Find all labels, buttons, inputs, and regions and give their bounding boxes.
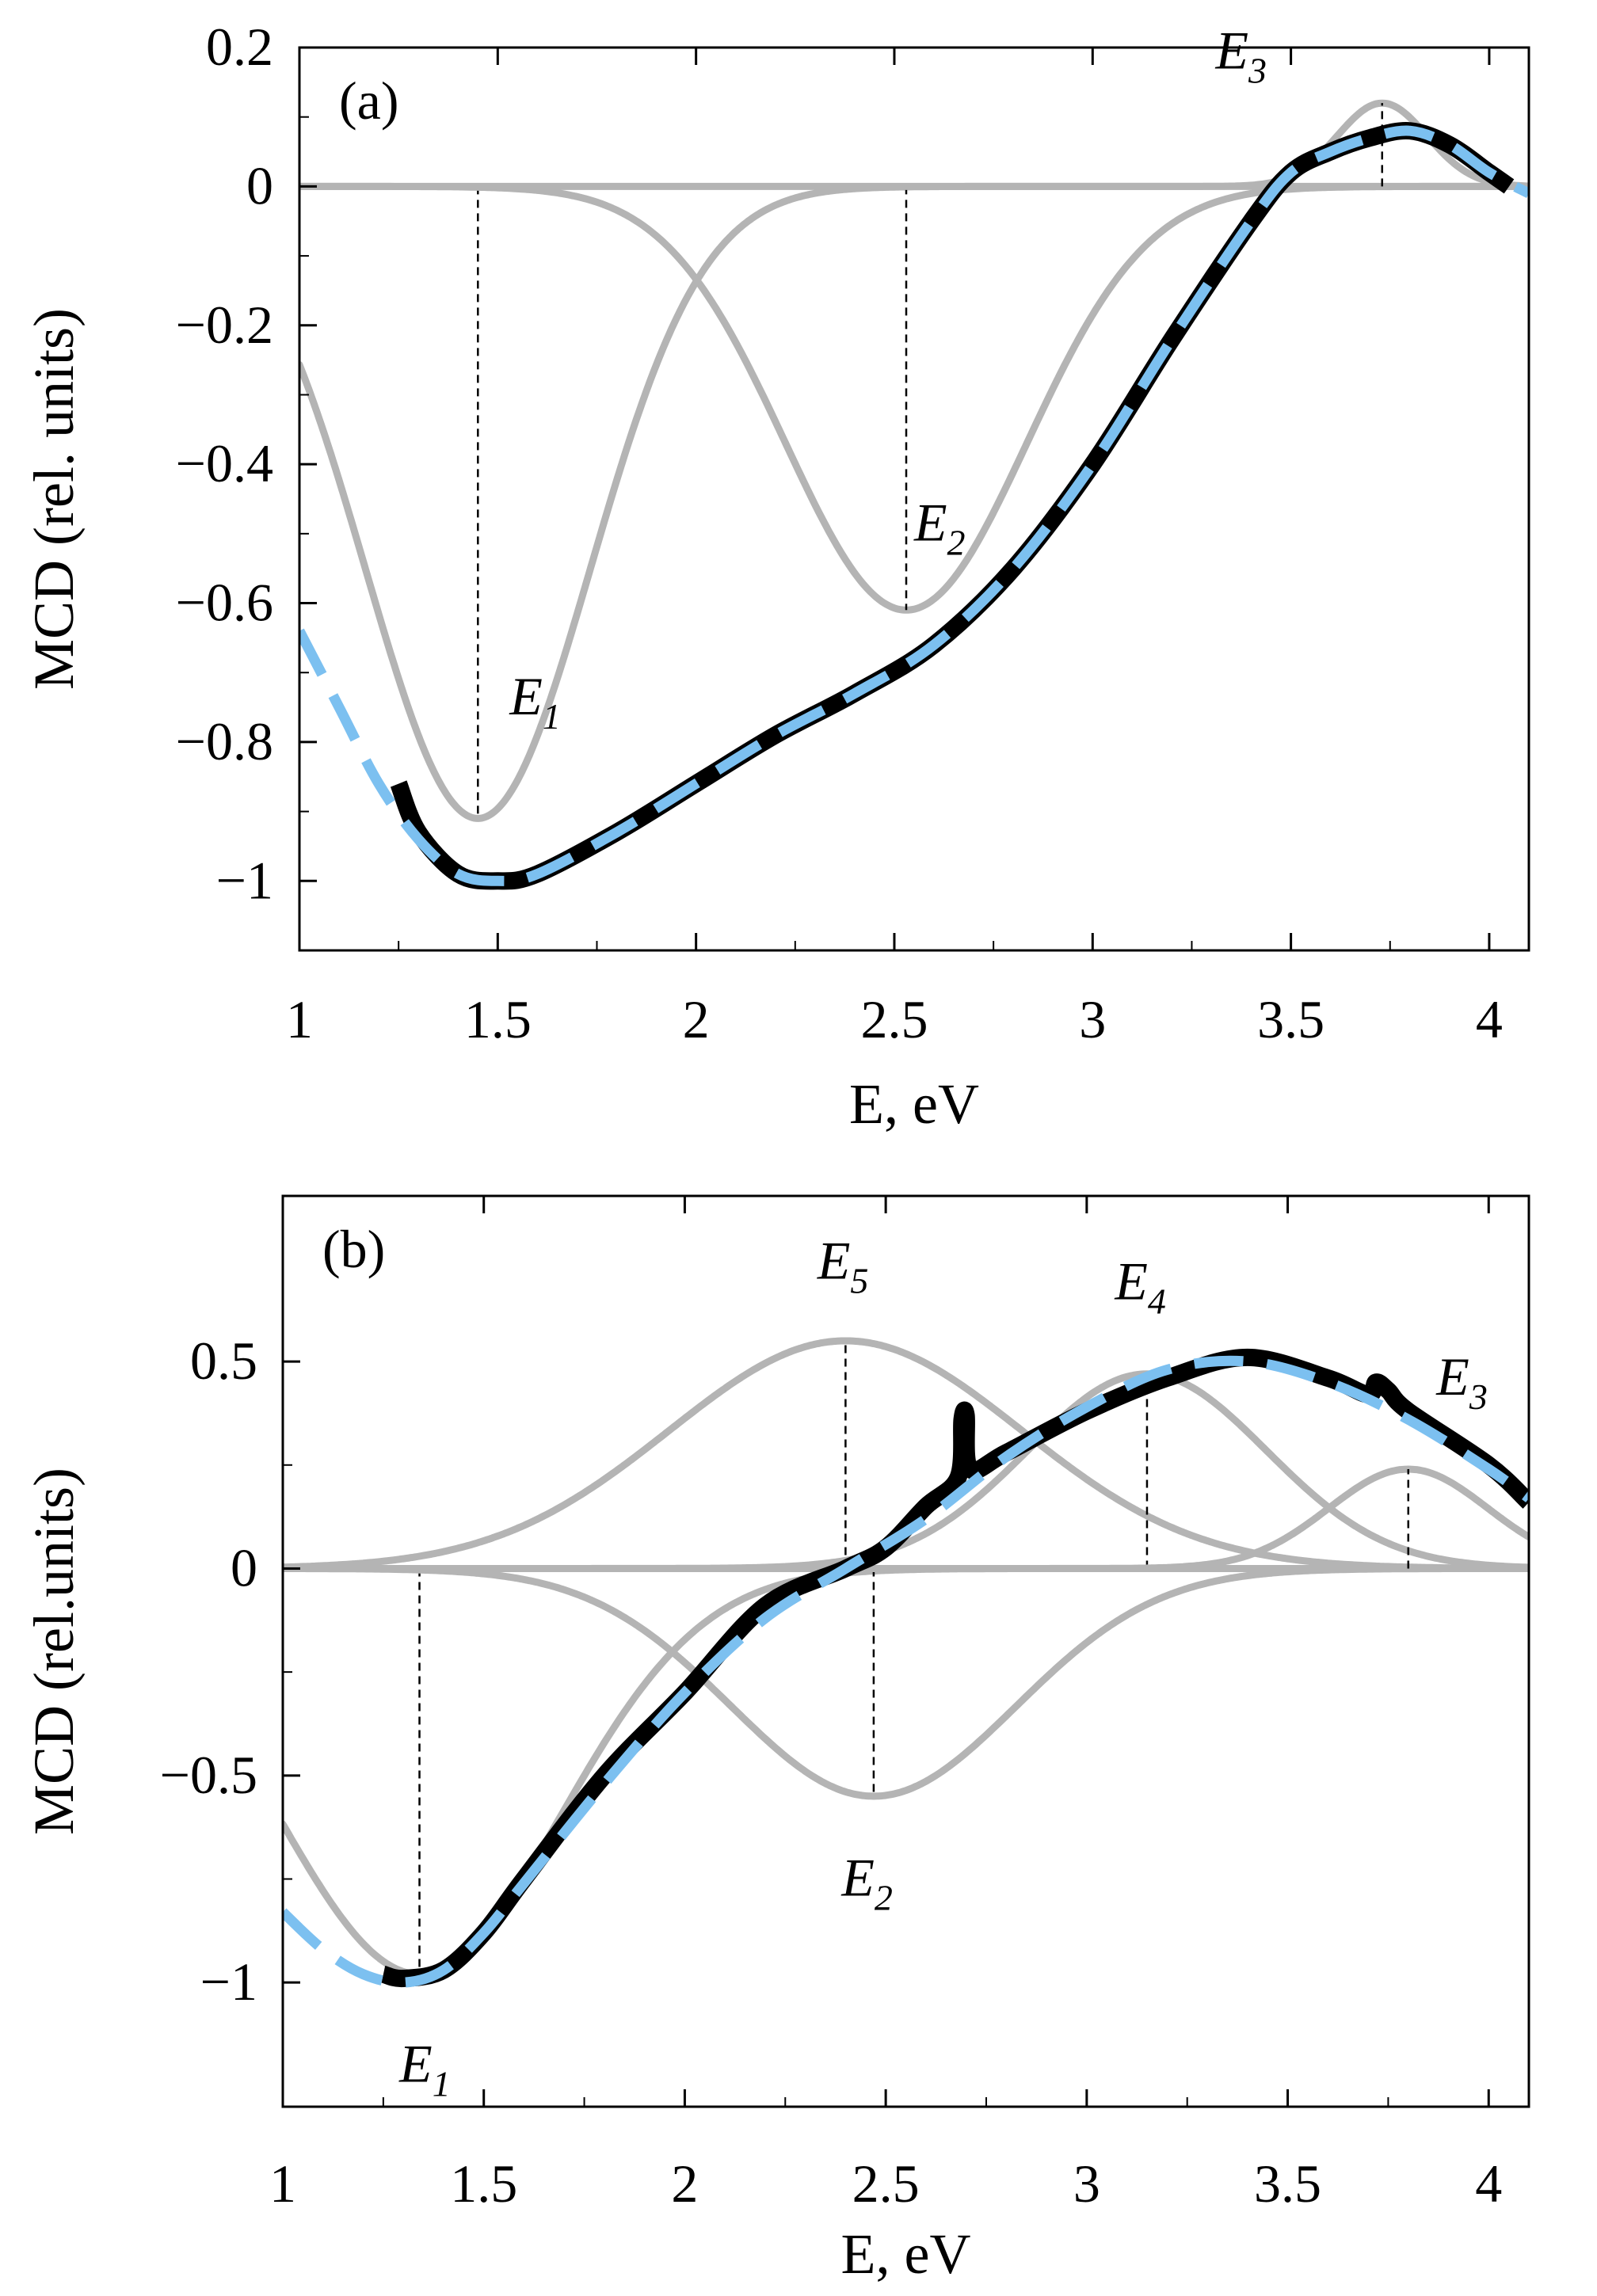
panel-b-peak-label-e5: E5 bbox=[817, 1231, 869, 1301]
panel-b-ytick-label: −0.5 bbox=[160, 1745, 257, 1805]
panel-a-peak-label-main: E bbox=[913, 493, 947, 553]
panel-b-peak-label-main: E bbox=[840, 1847, 875, 1907]
panel-b-peak-label-sub: 2 bbox=[875, 1877, 893, 1917]
panel-b-peak-label-e2: E2 bbox=[840, 1847, 893, 1917]
panel-b-peak-label-sub: 1 bbox=[433, 2064, 451, 2104]
panel-b-xtick-label: 1.5 bbox=[450, 2153, 517, 2214]
panel-b-ytick-label: 0.5 bbox=[190, 1331, 257, 1391]
panel-b-series-fit bbox=[283, 1355, 1529, 1988]
panel-a-xtick-label: 1 bbox=[286, 989, 313, 1049]
panel-b-component-e1 bbox=[283, 1564, 1529, 1978]
panel-a-ytick-label: −0.6 bbox=[176, 573, 273, 633]
panel-a-ytick-label: −0.2 bbox=[176, 295, 273, 355]
panel-b-ytick-label: −1 bbox=[200, 1951, 257, 2012]
panel-a-xtick-label: 4 bbox=[1476, 989, 1503, 1049]
panel-b-series-experiment bbox=[380, 1348, 1529, 1988]
panel-a-peak-label-sub: 3 bbox=[1248, 50, 1267, 90]
panel-b-xtick-label: 3.5 bbox=[1254, 2153, 1321, 2214]
panel-a-ytick-label: −0.8 bbox=[176, 711, 273, 771]
panel-a-label: (a) bbox=[339, 70, 398, 131]
panel-b-component-e2 bbox=[283, 1564, 1529, 1800]
panel-b-peak-label-e4: E4 bbox=[1114, 1251, 1166, 1322]
panel-a-peak-label-main: E bbox=[1214, 20, 1248, 80]
panel-b-xtick-label: 1 bbox=[269, 2153, 296, 2214]
panel-a-peak-label-e1: E1 bbox=[509, 666, 561, 737]
panel-a-peak-label-e2: E2 bbox=[913, 493, 966, 563]
panel-b-xtick-label: 3 bbox=[1073, 2153, 1100, 2214]
panel-a-x-axis-title: E, eV bbox=[849, 1072, 979, 1136]
panel-b-xtick-label: 4 bbox=[1475, 2153, 1502, 2214]
panel-a-xtick-label: 3 bbox=[1079, 989, 1106, 1049]
panel-a-ytick-label: 0 bbox=[246, 155, 273, 215]
panel-a-series-fit bbox=[299, 125, 1529, 886]
panel-b: 1 1.5 2 2.5 3 3.5 4 0.5 0 −0.5 −1 E, eV MCD (rel.uni… bbox=[22, 1194, 1530, 2286]
panel-b-plot-area bbox=[283, 1337, 1529, 1988]
panel-b-peak-label-main: E bbox=[1435, 1346, 1469, 1407]
panel-b-peak-label-sub: 5 bbox=[850, 1261, 868, 1301]
panel-a-peak-label-e3: E3 bbox=[1214, 20, 1267, 90]
panel-b-label: (b) bbox=[322, 1219, 385, 1279]
panel-b-x-axis-title: E, eV bbox=[841, 2222, 971, 2286]
panel-b-peak-label-main: E bbox=[398, 2034, 433, 2094]
panel-a-y-axis-title: MCD (rel. units) bbox=[22, 308, 86, 690]
panel-b-ytick-label: 0 bbox=[231, 1537, 257, 1597]
panel-a-plot-area bbox=[299, 99, 1529, 890]
panel-a-ytick-label: 0.2 bbox=[206, 17, 273, 77]
panel-b-axes-frame bbox=[281, 1194, 1530, 2108]
panel-b-component-e3 bbox=[283, 1465, 1529, 1572]
panel-b-peak-label-e1: E1 bbox=[398, 2034, 451, 2104]
panel-b-component-e5 bbox=[283, 1337, 1529, 1572]
panel-a-xtick-label: 2 bbox=[683, 989, 710, 1049]
panel-a-peak-label-sub: 2 bbox=[947, 523, 966, 563]
panel-a-ytick-label: −0.4 bbox=[176, 433, 273, 493]
panel-a-xtick-label: 2.5 bbox=[860, 989, 928, 1049]
panel-a-xtick-label: 3.5 bbox=[1257, 989, 1324, 1049]
panel-b-peak-label-main: E bbox=[817, 1231, 851, 1291]
panel-b-peak-label-sub: 3 bbox=[1469, 1376, 1488, 1417]
panel-b-peak-label-e3: E3 bbox=[1435, 1346, 1488, 1417]
panel-b-y-axis-title: MCD (rel.units) bbox=[22, 1468, 86, 1835]
panel-b-xtick-label: 2.5 bbox=[852, 2153, 920, 2214]
panel-a: 1 1.5 2 2.5 3 3.5 4 0.2 0 −0.2 −0.4 −0.6 −0.8 −1 E, eV… bbox=[22, 17, 1530, 1136]
panel-a-axes-frame bbox=[298, 46, 1530, 952]
panel-a-xtick-label: 1.5 bbox=[464, 989, 532, 1049]
panel-a-peak-label-main: E bbox=[509, 666, 543, 726]
panel-a-peak-label-sub: 1 bbox=[543, 696, 561, 737]
panel-a-series-experiment bbox=[390, 122, 1515, 890]
panel-b-xtick-label: 2 bbox=[671, 2153, 698, 2214]
panel-a-ytick-label: −1 bbox=[216, 850, 273, 910]
panel-b-peak-label-sub: 4 bbox=[1148, 1281, 1166, 1322]
panel-b-peak-label-main: E bbox=[1114, 1251, 1148, 1312]
